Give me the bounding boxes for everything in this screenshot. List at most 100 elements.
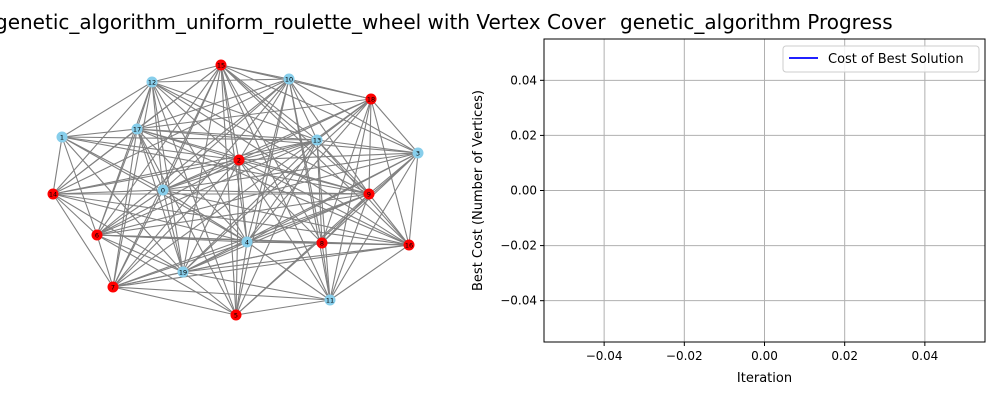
graph-edge-15-18 [220,64,372,100]
y-tick-label: −0.04 [500,294,537,308]
graph-edge-1-17 [61,128,138,138]
graph-node-10 [283,73,295,85]
graph-node-1 [56,131,68,143]
graph-node-3 [412,147,424,159]
x-axis-ticks: −0.04 −0.02 0.00 0.02 0.04 [586,342,938,363]
graph-node-16 [403,239,415,251]
progress-line-chart: −0.04 −0.02 0.00 0.02 0.04 −0.04 −0.02 0.00 0.0… [471,38,986,386]
graph-edge-16-19 [182,244,410,273]
graph-edge-6-13 [96,139,318,236]
graph-edge-0-14 [52,189,164,195]
graph-edge-18-19 [182,98,372,273]
graph-edge-10-14 [52,78,290,195]
graph-node-18 [365,93,377,105]
legend: Cost of Best Solution [782,45,980,73]
graph-edge-1-13 [61,136,318,141]
graph-edge-4-14 [52,193,248,243]
graph-edge-10-13 [288,78,318,141]
graph-edge-11-16 [329,244,410,301]
graph-node-label-11: 11 [326,296,334,304]
graph-node-label-15: 15 [217,61,225,69]
graph-edge-9-12 [151,81,370,195]
x-tick-label: 0.04 [912,349,939,363]
graph-edge-4-10 [246,78,290,243]
graph-node-label-16: 16 [405,241,413,249]
graph-edge-12-17 [136,81,153,130]
legend-label: Cost of Best Solution [828,52,964,67]
graph-edge-3-19 [182,152,419,273]
graph-node-label-13: 13 [313,136,321,144]
graph-edge-6-10 [96,78,290,236]
graph-edge-6-15 [96,64,222,236]
graph-title: _genetic_algorithm_uniform_roulette_whee… [0,10,606,34]
graph-node-6 [91,229,103,241]
graph-edge-7-11 [112,286,331,301]
graph-edge-2-14 [52,159,240,195]
graph-edge-11-13 [316,139,331,301]
graph-node-label-14: 14 [49,190,57,198]
graph-edge-3-9 [368,152,419,195]
graph-edge-12-14 [52,81,153,195]
graph-node-11 [324,294,336,306]
graph-edge-7-12 [112,81,153,288]
graph-node-label-0: 0 [161,186,165,194]
chart-grid [544,39,985,342]
graph-edge-5-11 [235,299,331,316]
graph-edge-13-19 [182,139,318,273]
graph-edge-4-7 [112,241,248,288]
graph-edge-15-17 [136,64,222,130]
graph-node-13 [311,134,323,146]
x-tick-label: 0.00 [751,349,778,363]
graph-edge-13-17 [136,128,318,141]
graph-edge-0-19 [162,189,184,273]
graph-node-4 [241,236,253,248]
graph-edge-1-14 [52,136,63,195]
graph-node-label-18: 18 [367,95,375,103]
y-tick-label: −0.02 [500,239,537,253]
graph-edge-2-6 [96,159,240,236]
graph-edge-12-15 [151,64,222,83]
graph-node-7 [107,281,119,293]
graph-edge-3-17 [136,128,419,154]
graph-edge-4-5 [235,241,248,316]
graph-edge-0-1 [61,136,164,191]
x-tick-label: 0.02 [831,349,858,363]
graph-node-15 [215,59,227,71]
graph-node-17 [131,123,143,135]
graph-edge-4-12 [151,81,248,243]
graph-edge-4-18 [246,98,372,243]
y-axis-ticks: −0.04 −0.02 0.00 0.02 0.04 [500,73,544,308]
graph-node-5 [230,309,242,321]
graph-edge-8-19 [182,242,323,273]
graph-edge-16-17 [136,128,410,246]
graph-edge-10-11 [288,78,331,301]
x-tick-label: −0.02 [666,349,703,363]
graph-node-label-8: 8 [320,239,324,247]
graph-edge-14-17 [52,128,138,195]
graph-edge-9-17 [136,128,370,195]
graph-edge-14-19 [52,193,184,273]
graph-edge-14-16 [52,193,410,246]
graph-edge-6-9 [96,193,370,236]
graph-edge-13-14 [52,139,318,195]
y-tick-label: 0.00 [510,184,537,198]
graph-edge-1-4 [61,136,248,243]
graph-node-label-12: 12 [148,78,156,86]
graph-edge-6-7 [96,234,114,288]
graph-edge-13-16 [316,139,410,246]
graph-edge-6-14 [52,193,98,236]
graph-node-label-2: 2 [237,156,241,164]
graph-node-2 [233,154,245,166]
graph-edge-9-16 [368,193,410,246]
graph-edge-1-6 [61,136,98,236]
graph-edge-7-16 [112,244,410,288]
graph-edge-15-19 [182,64,222,273]
graph-edge-17-19 [136,128,184,273]
graph-node-8 [316,237,328,249]
graph-edge-0-18 [162,98,372,191]
graph-node-19 [177,266,189,278]
graph-node-label-1: 1 [60,133,64,141]
graph-edge-11-19 [182,271,331,301]
graph-edge-2-8 [238,159,323,244]
